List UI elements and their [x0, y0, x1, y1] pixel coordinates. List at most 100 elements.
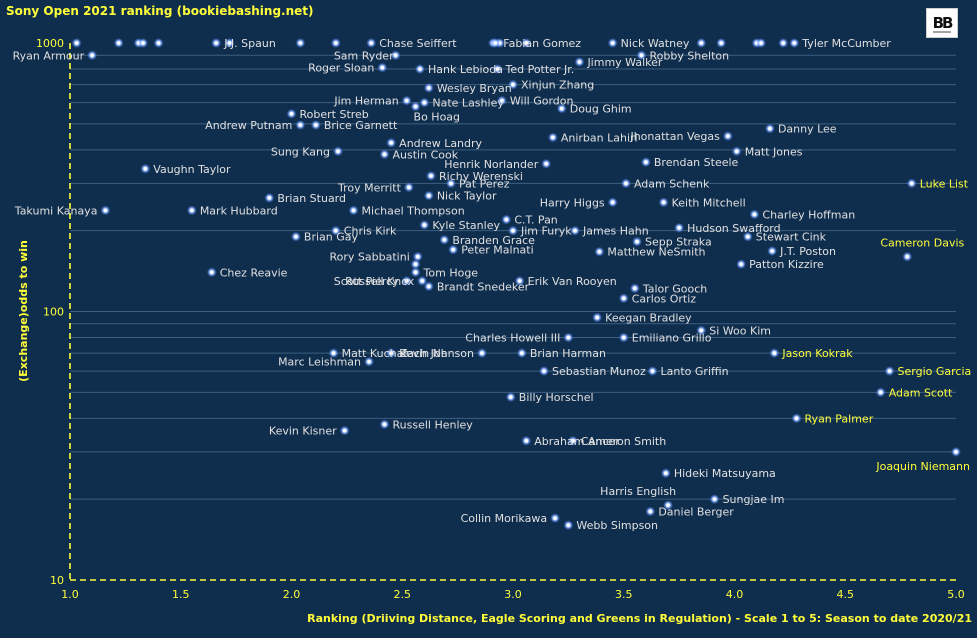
data-point-harry-higgs-core — [610, 200, 615, 205]
data-label-erik-van-rooyen: Erik Van Rooyen — [528, 275, 617, 288]
x-tick-label: 5.0 — [947, 588, 965, 601]
data-label-nate-lashley: Nate Lashley — [432, 97, 504, 110]
data-point-chez-reavie-core — [209, 270, 214, 275]
data-label-peter-malnati: Peter Malnati — [461, 244, 533, 257]
data-label-sebastian-munoz: Sebastian Munoz — [552, 365, 646, 378]
data-label-vaughn-taylor: Vaughn Taylor — [153, 163, 231, 176]
data-label-chez-reavie: Chez Reavie — [220, 266, 288, 279]
data-point-sam-ryder-core — [393, 53, 398, 58]
data-label-matt-jones: Matt Jones — [745, 145, 803, 158]
data-point-mark-hubbard-core — [190, 208, 194, 213]
data-label-roger-sloan: Roger Sloan — [308, 62, 374, 75]
data-point-charley-hoffman-core — [752, 212, 757, 217]
data-label-kevin-kisner: Kevin Kisner — [269, 425, 337, 438]
data-label-j-t-poston: J.T. Poston — [779, 245, 836, 258]
data-point-kevin-kisner-core — [342, 428, 347, 433]
data-label-adam-scott: Adam Scott — [889, 386, 953, 399]
data-point-carlos-ortiz-core — [621, 296, 626, 301]
data-point-adam-schenk-core — [624, 181, 628, 186]
data-point-will-gordon-core — [500, 98, 504, 103]
data-point-michael-thompson-core — [351, 208, 356, 213]
x-axis-title: Ranking (Driiving Distance, Eagle Scorin… — [307, 612, 972, 625]
x-tick-label: 1.5 — [172, 588, 190, 601]
data-label-james-hahn: James Hahn — [582, 225, 649, 238]
data-point-scott-piercy-core — [404, 279, 409, 283]
data-point-billy-horschel-core — [508, 395, 513, 399]
data-label-brendan-steele: Brendan Steele — [654, 156, 739, 169]
data-label-cameron-smith: Cameron Smith — [581, 435, 666, 448]
x-tick-label: 4.5 — [837, 588, 855, 601]
data-label-russell-knox: Russell Knox — [345, 275, 415, 288]
data-label-branden-grace: Branden Grace — [452, 234, 535, 247]
data-point-jhonattan-vegas-core — [726, 134, 730, 138]
data-label-sergio-garcia: Sergio Garcia — [898, 365, 972, 378]
data-point-takumi-kanaya-core — [103, 208, 108, 213]
bb-logo-icon: BB — [929, 11, 955, 35]
data-labels: J.J. Spaun Chase Seiffert Fabian Gomez Nick… — [13, 37, 972, 532]
data-label-charles-howell-iii: Charles Howell III — [465, 332, 560, 345]
data-label-ryan-armour: Ryan Armour — [13, 49, 85, 62]
data-label-talor-gooch: Talor Gooch — [642, 282, 707, 295]
data-point-xinjun-zhang-core — [511, 82, 515, 87]
data-point-nate-lashley-core — [422, 100, 427, 105]
data-point-austin-cook-core — [382, 152, 387, 157]
data-point-tom-hoge-core — [413, 270, 418, 275]
data-point-anirban-lahiri-core — [551, 135, 555, 140]
data-label-tyler-mccumber: Tyler McCumber — [801, 37, 891, 50]
data-point-russell-knox-core — [420, 279, 424, 283]
data-point-peter-malnati-core — [451, 247, 455, 252]
data-point-roger-sloan-core — [380, 65, 385, 70]
data-point-ryan-armour-core — [90, 53, 94, 58]
data-label-andrew-landry: Andrew Landry — [399, 137, 482, 150]
data-point-core — [781, 41, 786, 45]
data-label-marc-leishman: Marc Leishman — [278, 356, 361, 369]
bookiebashing-logo: BB — [926, 8, 958, 38]
data-label-sung-kang: Sung Kang — [271, 145, 330, 158]
y-tick-label: 10 — [50, 574, 64, 587]
data-label-matt-kuchar: Matt Kuchar — [342, 347, 409, 360]
data-label-brian-stuard: Brian Stuard — [277, 192, 346, 205]
data-label-harry-higgs: Harry Higgs — [540, 196, 605, 209]
data-point-nick-taylor-core — [427, 193, 431, 198]
data-point-danny-lee-core — [768, 126, 772, 131]
y-tick-label: 100 — [43, 306, 64, 319]
data-point-j-t-poston-core — [770, 249, 774, 253]
data-point-henrik-norlander-core — [544, 161, 549, 166]
data-label-hideki-matsuyama: Hideki Matsuyama — [674, 467, 776, 480]
x-tick-label: 2.0 — [283, 588, 301, 601]
data-label-webb-simpson: Webb Simpson — [576, 519, 658, 532]
data-label-stewart-cink: Stewart Cink — [756, 231, 827, 244]
data-point-core — [141, 41, 145, 45]
data-label-tom-hoge: Tom Hoge — [423, 266, 479, 279]
data-point-core — [699, 41, 704, 45]
data-point-brendan-steele-core — [644, 160, 648, 164]
data-label-xinjun-zhang: Xinjun Zhang — [521, 79, 594, 92]
data-point-hank-lebioda-core — [418, 67, 422, 71]
data-label-doug-ghim: Doug Ghim — [570, 103, 632, 116]
data-label-robby-shelton: Robby Shelton — [649, 49, 729, 62]
data-label-wesley-bryan: Wesley Bryan — [437, 82, 512, 95]
data-point-marc-leishman-core — [367, 359, 371, 364]
data-point-branden-grace-core — [442, 237, 447, 242]
data-label-pat-perez: Pat Perez — [459, 177, 510, 190]
data-point-c-t-pan-core — [504, 217, 509, 222]
data-point-core — [156, 41, 161, 45]
data-point-ted-potter-jr-core — [495, 67, 500, 71]
data-point-core — [74, 41, 79, 45]
data-point-brian-gay-core — [294, 234, 298, 239]
data-label-takumi-kanaya: Takumi Kanaya — [14, 204, 98, 217]
data-point-andrew-putnam-core — [298, 123, 303, 127]
data-label-harris-english: Harris English — [600, 485, 676, 498]
data-point-cameron-smith-core — [571, 438, 575, 443]
data-point-core — [413, 262, 418, 267]
data-point-sebastian-munoz-core — [542, 369, 546, 373]
data-label-keith-mitchell: Keith Mitchell — [672, 196, 746, 209]
data-markers — [71, 38, 961, 531]
data-point-core — [298, 41, 303, 45]
data-label-adam-schenk: Adam Schenk — [634, 177, 710, 190]
data-point-richy-werenski-core — [429, 174, 433, 178]
data-label-lanto-griffin: Lanto Griffin — [661, 365, 729, 378]
data-label-abraham-ancer: Abraham Ancer — [534, 435, 620, 448]
data-label-hudson-swafford: Hudson Swafford — [687, 222, 781, 235]
data-label-jhonattan-vegas: Jhonattan Vegas — [629, 130, 720, 143]
